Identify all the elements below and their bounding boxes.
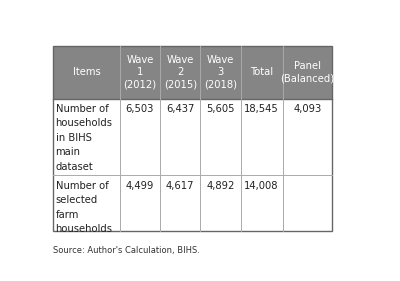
Text: Number of
households
in BIHS
main
dataset: Number of households in BIHS main datase… <box>56 104 112 172</box>
Text: Source: Author's Calculation, BIHS.: Source: Author's Calculation, BIHS. <box>53 246 200 255</box>
Text: Items: Items <box>72 67 100 77</box>
Text: 6,437: 6,437 <box>166 104 194 114</box>
Text: 6,503: 6,503 <box>126 104 154 114</box>
Text: Number of
selected
farm
households: Number of selected farm households <box>56 181 112 234</box>
Text: Wave
1
(2012): Wave 1 (2012) <box>123 55 156 90</box>
Text: Wave
3
(2018): Wave 3 (2018) <box>204 55 237 90</box>
Text: 4,617: 4,617 <box>166 181 194 191</box>
Text: 14,008: 14,008 <box>244 181 279 191</box>
Bar <box>53 99 332 175</box>
Text: 4,499: 4,499 <box>126 181 154 191</box>
Text: Panel
(Balanced): Panel (Balanced) <box>280 61 334 83</box>
Text: Total: Total <box>250 67 273 77</box>
Bar <box>53 46 332 231</box>
Bar <box>53 175 332 231</box>
Text: 4,892: 4,892 <box>206 181 235 191</box>
Text: Wave
2
(2015): Wave 2 (2015) <box>164 55 197 90</box>
Text: 5,605: 5,605 <box>206 104 235 114</box>
Bar <box>53 46 332 99</box>
Text: 18,545: 18,545 <box>244 104 279 114</box>
Text: 4,093: 4,093 <box>293 104 322 114</box>
